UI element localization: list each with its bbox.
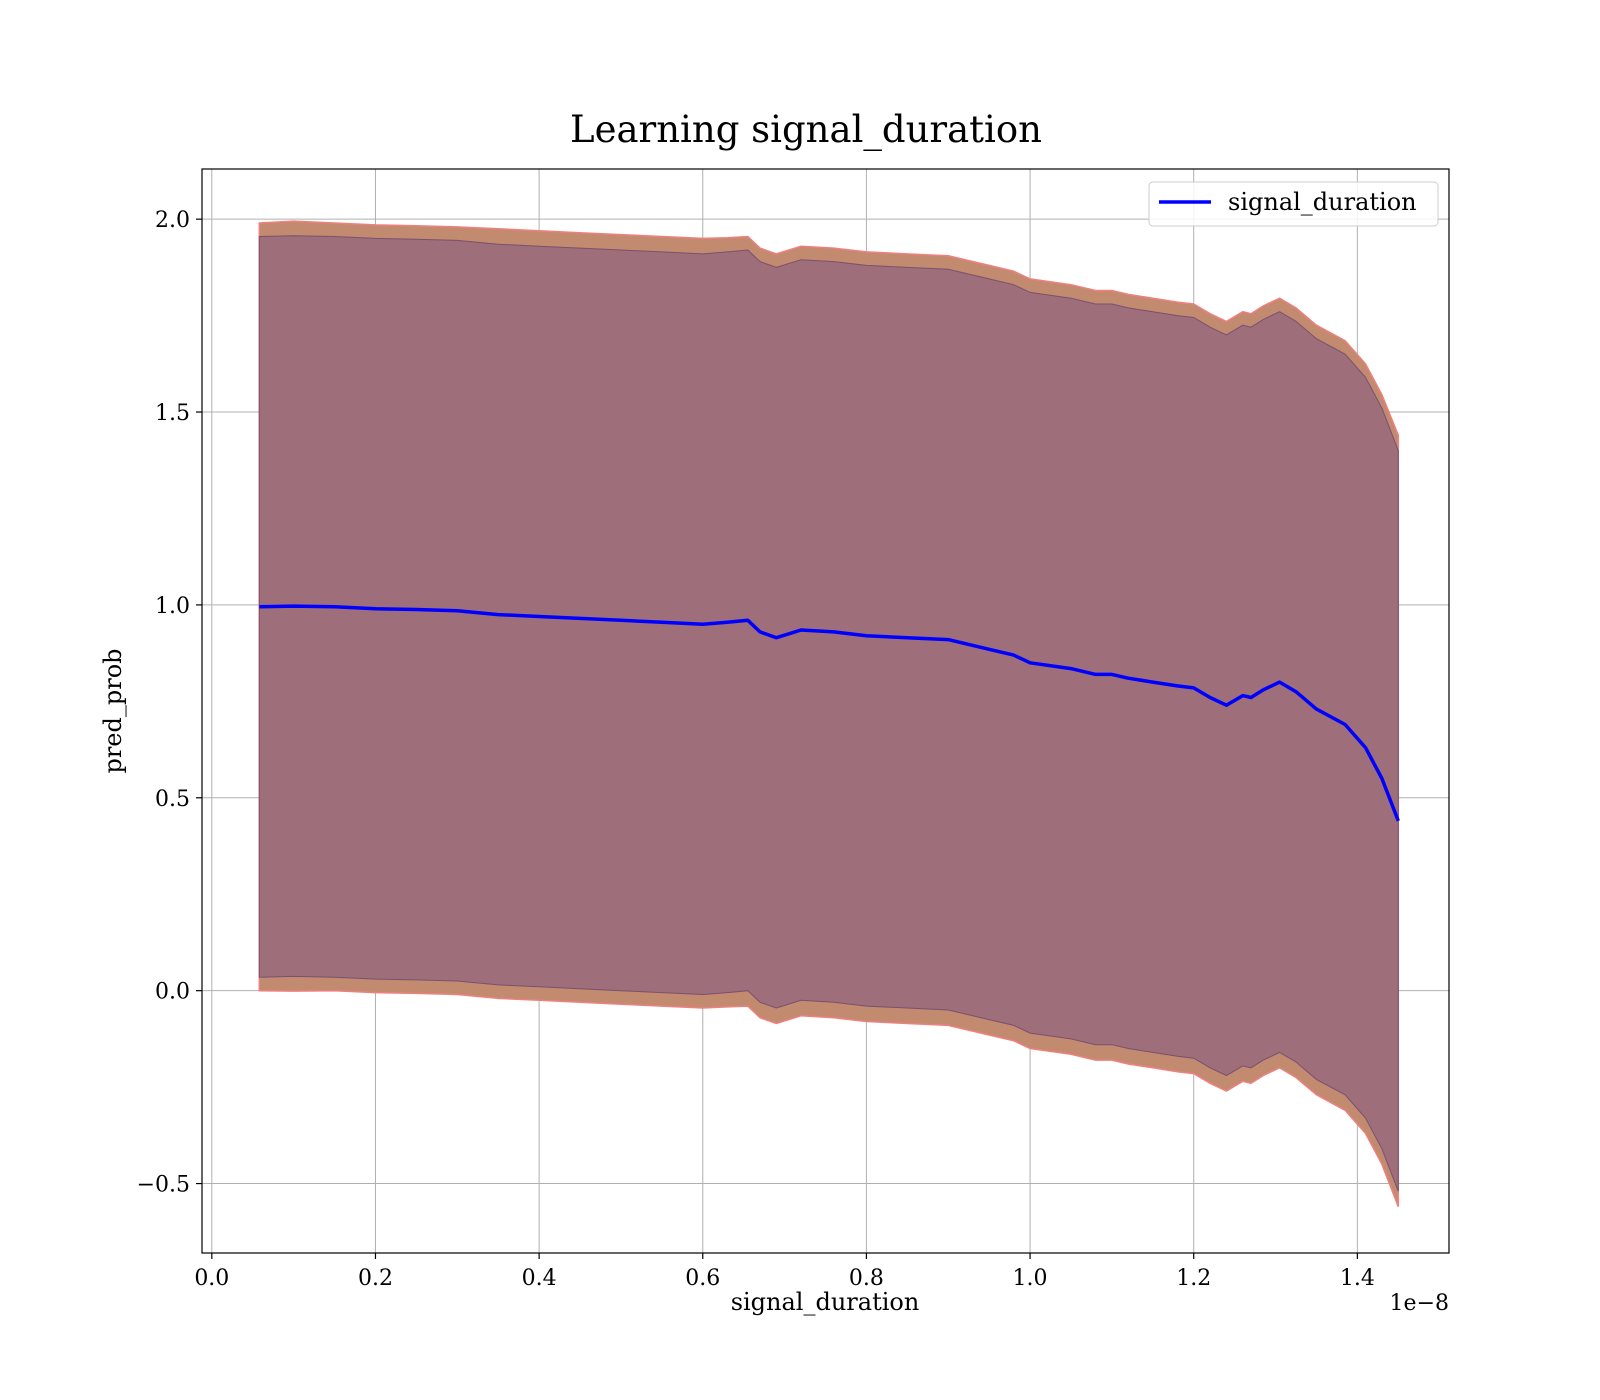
x-tick-label: 0.4 [522,1266,557,1291]
chart-title: Learning signal_duration [570,108,1042,152]
y-tick-label: −0.5 [137,1173,190,1198]
x-tick-label: 1.4 [1340,1266,1375,1291]
x-tick-label: 1.2 [1176,1266,1211,1291]
x-axis-ticks: 0.0 0.2 0.4 0.6 0.8 1.0 1.2 1.4 [194,1253,1375,1291]
x-tick-label: 0.2 [358,1266,393,1291]
y-axis-label: pred_prob [99,648,127,773]
legend-box [1148,181,1439,227]
series-line-signal-duration [259,604,1400,822]
x-tick-label: 0.8 [849,1266,884,1291]
y-tick-label: 0.5 [155,787,190,812]
y-tick-label: 1.0 [155,594,190,619]
x-axis-label: signal_duration [731,1288,920,1316]
x-tick-label: 1.0 [1013,1266,1048,1291]
y-tick-label: 1.5 [155,401,190,426]
y-axis-ticks: −0.5 0.0 0.5 1.0 1.5 2.0 [137,208,202,1198]
y-tick-label: 2.0 [155,208,190,233]
inner-confidence-band [258,235,1399,1192]
y-tick-label: 0.0 [155,980,190,1005]
plot-frame [201,168,1450,1254]
x-tick-label: 0.0 [194,1266,229,1291]
series-lines [259,604,1400,822]
x-tick-label: 0.6 [685,1266,720,1291]
x-axis-offset-label: 1e−8 [1390,1291,1449,1316]
legend-label-signal-duration: signal_duration [1228,188,1417,216]
confidence-bands [258,220,1400,1207]
legend: signal_duration [1148,181,1439,227]
